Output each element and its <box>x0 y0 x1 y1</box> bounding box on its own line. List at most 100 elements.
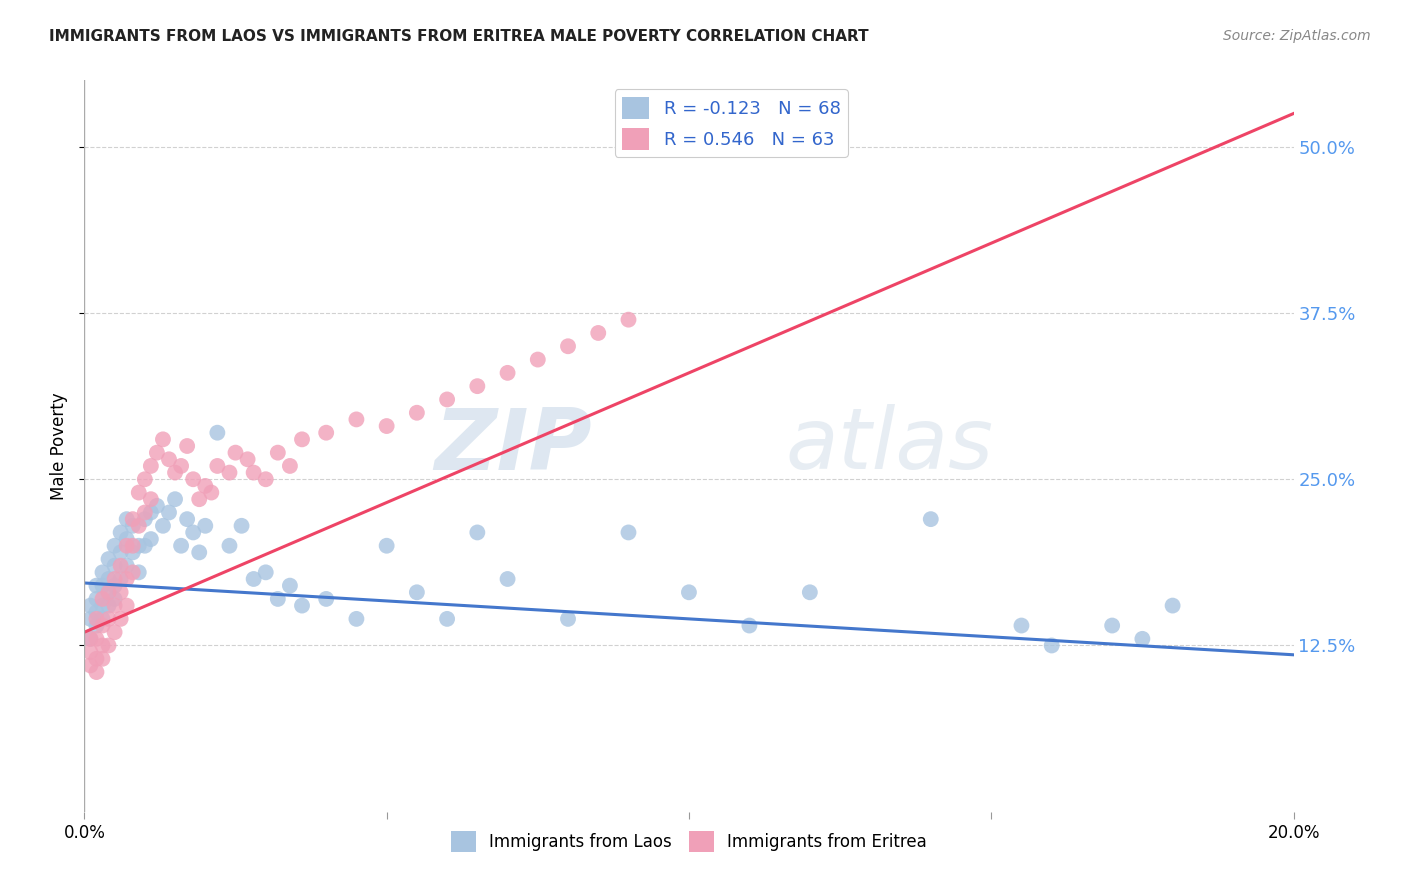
Point <box>121 545 143 559</box>
Point <box>188 545 211 559</box>
Point <box>115 532 138 546</box>
Point <box>91 639 114 653</box>
Point <box>110 612 132 626</box>
Point <box>91 566 114 580</box>
Point <box>496 366 519 380</box>
Point <box>152 433 174 447</box>
Point <box>291 433 314 447</box>
Point <box>291 599 314 613</box>
Point <box>194 518 217 533</box>
Point <box>315 425 337 440</box>
Point <box>115 539 138 553</box>
Point <box>242 466 264 480</box>
Point <box>617 312 640 326</box>
Point <box>134 472 156 486</box>
Point <box>104 539 127 553</box>
Point <box>231 518 253 533</box>
Point <box>1040 639 1063 653</box>
Point <box>207 458 229 473</box>
Point <box>557 612 579 626</box>
Text: Source: ZipAtlas.com: Source: ZipAtlas.com <box>1223 29 1371 43</box>
Point <box>738 618 761 632</box>
Y-axis label: Male Poverty: Male Poverty <box>51 392 69 500</box>
Point <box>97 585 120 599</box>
Point <box>165 492 187 507</box>
Point <box>115 599 138 613</box>
Point <box>128 539 150 553</box>
Point <box>86 632 108 646</box>
Point <box>678 140 700 154</box>
Point <box>79 599 101 613</box>
Point <box>134 539 156 553</box>
Point <box>91 579 114 593</box>
Point <box>104 572 127 586</box>
Point <box>86 591 108 606</box>
Point <box>181 525 204 540</box>
Point <box>176 439 198 453</box>
Point <box>79 632 101 646</box>
Point <box>267 445 290 459</box>
Point <box>139 458 162 473</box>
Point <box>207 425 229 440</box>
Point <box>139 492 162 507</box>
Point <box>79 645 101 659</box>
Point <box>146 445 169 459</box>
Point <box>91 612 114 626</box>
Point <box>121 518 143 533</box>
Point <box>104 625 127 640</box>
Point <box>91 618 114 632</box>
Point <box>157 506 180 520</box>
Point <box>436 612 458 626</box>
Point <box>79 612 101 626</box>
Point <box>110 545 132 559</box>
Point <box>110 525 132 540</box>
Point <box>97 599 120 613</box>
Point <box>104 591 127 606</box>
Point <box>86 618 108 632</box>
Point <box>97 572 120 586</box>
Point <box>181 472 204 486</box>
Point <box>97 639 120 653</box>
Text: IMMIGRANTS FROM LAOS VS IMMIGRANTS FROM ERITREA MALE POVERTY CORRELATION CHART: IMMIGRANTS FROM LAOS VS IMMIGRANTS FROM … <box>49 29 869 44</box>
Point <box>218 466 240 480</box>
Point <box>1130 632 1153 646</box>
Point <box>218 539 240 553</box>
Point <box>188 492 211 507</box>
Point <box>278 458 301 473</box>
Point <box>121 512 143 526</box>
Point <box>97 585 120 599</box>
Text: ZIP: ZIP <box>434 404 592 488</box>
Point <box>242 572 264 586</box>
Point <box>346 612 368 626</box>
Point <box>139 506 162 520</box>
Point <box>134 512 156 526</box>
Point <box>86 605 108 619</box>
Point <box>920 512 942 526</box>
Point <box>134 506 156 520</box>
Point <box>496 572 519 586</box>
Point <box>236 452 259 467</box>
Point <box>315 591 337 606</box>
Point <box>200 485 222 500</box>
Point <box>467 525 489 540</box>
Legend: R = -0.123   N = 68, R = 0.546   N = 63: R = -0.123 N = 68, R = 0.546 N = 63 <box>614 89 848 157</box>
Point <box>104 579 127 593</box>
Point <box>527 352 550 367</box>
Point <box>588 326 610 340</box>
Point <box>139 532 162 546</box>
Point <box>176 512 198 526</box>
Point <box>110 558 132 573</box>
Point <box>1101 618 1123 632</box>
Point <box>436 392 458 407</box>
Point <box>225 445 247 459</box>
Point <box>278 579 301 593</box>
Point <box>110 585 132 599</box>
Point <box>128 518 150 533</box>
Point <box>97 552 120 566</box>
Point <box>115 512 138 526</box>
Point <box>170 458 193 473</box>
Point <box>86 652 108 666</box>
Point <box>152 518 174 533</box>
Point <box>121 539 143 553</box>
Point <box>165 466 187 480</box>
